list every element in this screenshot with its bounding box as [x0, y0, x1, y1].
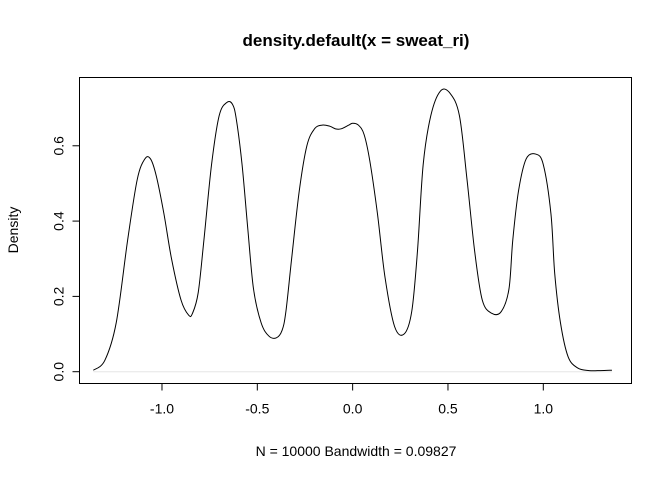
y-axis: 0.0 0.2 0.4 0.6	[51, 136, 80, 382]
x-tick-label: 1.0	[534, 401, 554, 417]
x-axis: -1.0 -0.5 0.0 0.5 1.0	[150, 383, 554, 417]
y-tick-label: 0.4	[51, 211, 67, 231]
chart-title: density.default(x = sweat_ri)	[243, 31, 470, 50]
x-tick-label: 0.0	[343, 401, 363, 417]
density-curve	[93, 88, 612, 372]
y-tick-label: 0.0	[51, 362, 67, 382]
x-tick-label: -1.0	[150, 401, 174, 417]
x-tick-label: 0.5	[438, 401, 458, 417]
x-axis-label: N = 10000 Bandwidth = 0.09827	[256, 443, 457, 459]
y-tick-label: 0.2	[51, 286, 67, 306]
x-tick-label: -0.5	[245, 401, 269, 417]
y-tick-label: 0.6	[51, 136, 67, 156]
y-axis-label: Density	[5, 207, 21, 254]
